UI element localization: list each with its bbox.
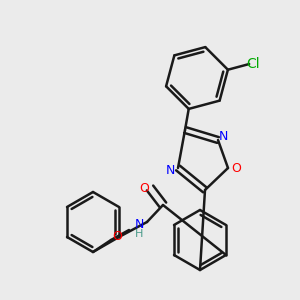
Text: H: H (135, 229, 143, 239)
Text: O: O (139, 182, 149, 194)
Text: N: N (218, 130, 228, 143)
Text: O: O (231, 161, 241, 175)
Text: N: N (165, 164, 175, 178)
Text: Cl: Cl (246, 57, 260, 71)
Text: N: N (134, 218, 144, 232)
Text: O: O (112, 230, 122, 244)
